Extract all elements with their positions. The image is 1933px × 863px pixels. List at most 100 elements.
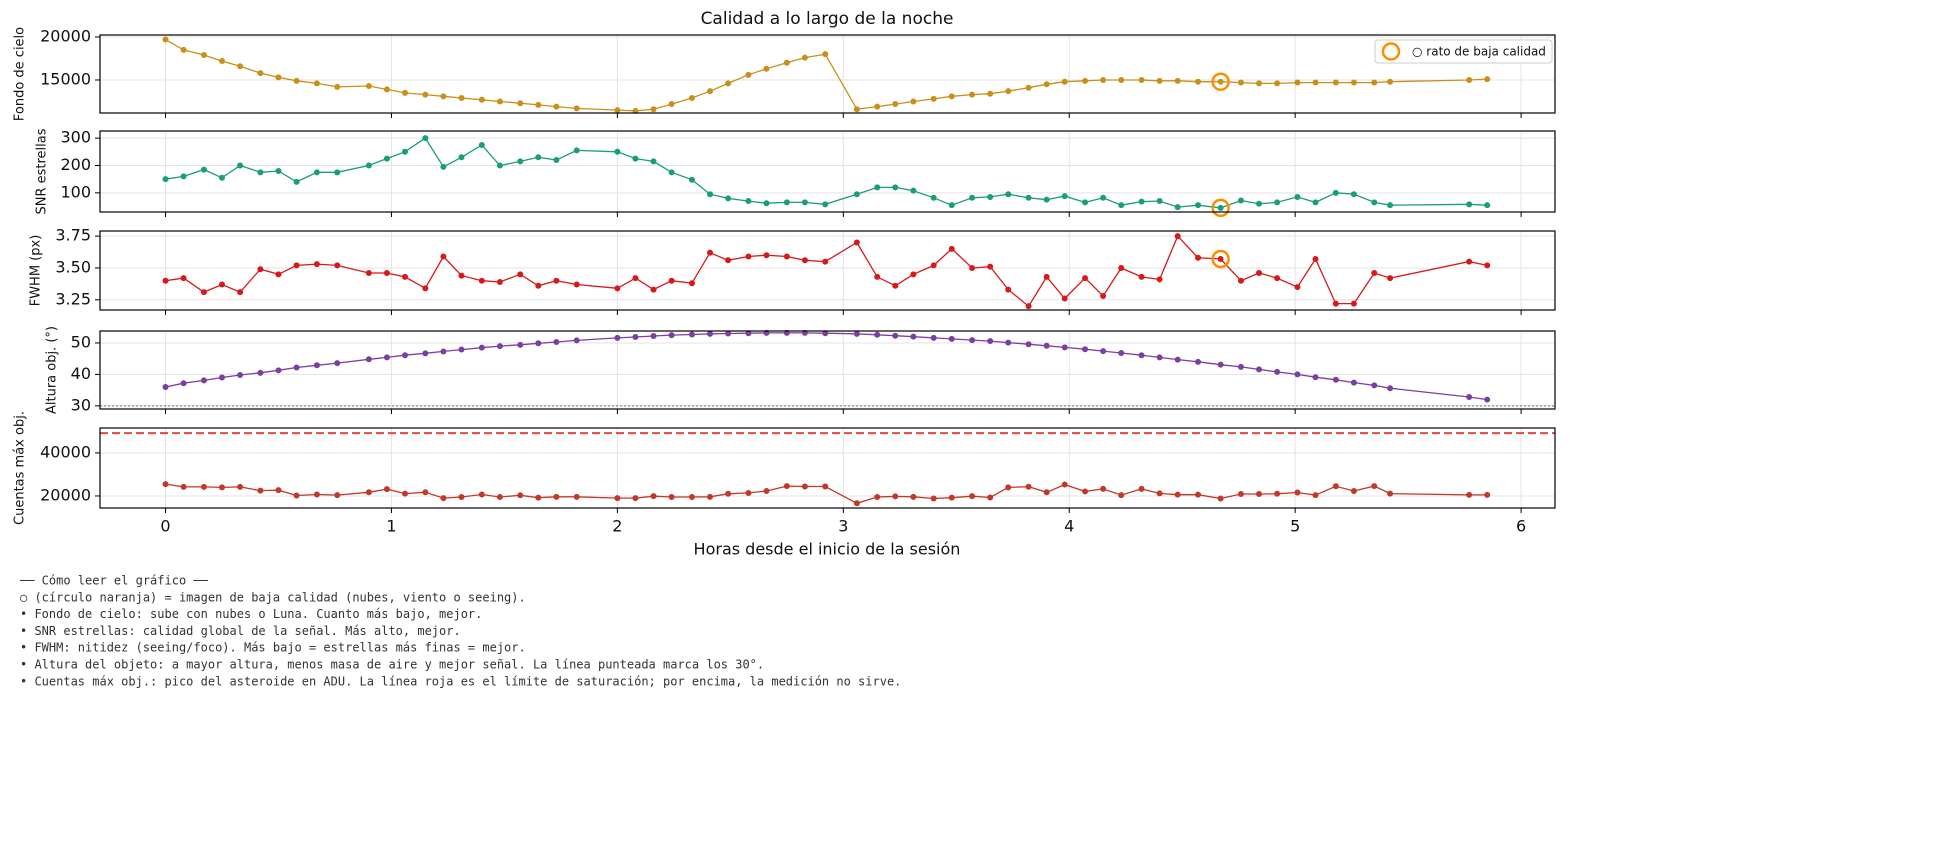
point: [1025, 483, 1032, 490]
point: [162, 176, 169, 183]
point: [668, 332, 675, 339]
point: [402, 148, 409, 155]
point: [930, 334, 937, 341]
point: [458, 272, 465, 279]
point: [1025, 194, 1032, 201]
y-axis-label: Cuentas máx obj.: [13, 411, 28, 525]
point: [458, 346, 465, 353]
point: [745, 198, 752, 205]
point: [200, 377, 207, 384]
point: [293, 178, 300, 185]
point: [275, 167, 282, 174]
point: [458, 154, 465, 161]
point: [313, 491, 320, 498]
point: [1217, 204, 1224, 211]
axes-frame: [99, 130, 1556, 213]
point: [383, 270, 390, 277]
x-tick-label: 4: [1064, 517, 1074, 536]
y-tick-label: 40000: [40, 442, 91, 461]
point: [987, 90, 994, 97]
point: [969, 91, 976, 98]
x-tick-label: 0: [160, 517, 170, 536]
point: [1118, 264, 1125, 271]
point: [614, 148, 621, 155]
point: [1387, 490, 1394, 497]
point: [1025, 84, 1032, 91]
point: [783, 199, 790, 206]
point: [200, 289, 207, 296]
point: [1156, 276, 1163, 283]
note-line: • Cuentas máx obj.: pico del asteroide e…: [20, 674, 901, 688]
point: [725, 195, 732, 202]
point: [763, 252, 770, 259]
point: [440, 348, 447, 355]
point: [1312, 79, 1319, 86]
point: [517, 341, 524, 348]
point: [1005, 88, 1012, 95]
point: [162, 277, 169, 284]
point: [783, 483, 790, 490]
point: [496, 343, 503, 350]
series-line: [165, 137, 1488, 209]
point: [1100, 194, 1107, 201]
point: [1312, 256, 1319, 263]
point: [293, 77, 300, 84]
point: [313, 169, 320, 176]
note-line: • FWHM: nitidez (seeing/foco). Más bajo …: [20, 641, 526, 655]
point: [383, 155, 390, 162]
point: [275, 487, 282, 494]
point: [237, 372, 244, 379]
point: [219, 58, 226, 65]
point: [1195, 254, 1202, 261]
point: [892, 282, 899, 289]
point: [930, 495, 937, 502]
point: [853, 330, 860, 337]
point: [496, 98, 503, 105]
point: [257, 70, 264, 77]
point: [1217, 495, 1224, 502]
axes-frame: [99, 34, 1556, 114]
point: [1025, 341, 1032, 348]
point: [365, 82, 372, 89]
point: [1156, 354, 1163, 361]
point: [334, 169, 341, 176]
point: [822, 51, 829, 58]
point: [1118, 76, 1125, 83]
point: [553, 277, 560, 284]
point: [1100, 76, 1107, 83]
point: [162, 481, 169, 488]
point: [707, 330, 714, 337]
flagged-marker: [1211, 198, 1230, 218]
point: [1061, 481, 1068, 488]
point: [822, 483, 829, 490]
point: [422, 285, 429, 292]
point: [1237, 363, 1244, 370]
x-tick-label: 5: [1290, 517, 1300, 536]
point: [801, 54, 808, 61]
point: [783, 253, 790, 260]
point: [1217, 256, 1224, 263]
note-line: • Altura del objeto: a mayor altura, men…: [20, 658, 764, 672]
point: [1332, 300, 1339, 307]
point: [1195, 358, 1202, 365]
point: [440, 93, 447, 100]
point: [1195, 202, 1202, 209]
point: [334, 360, 341, 367]
point: [1466, 491, 1473, 498]
point: [1466, 201, 1473, 208]
point: [219, 484, 226, 491]
point: [200, 166, 207, 173]
point: [1371, 382, 1378, 389]
point: [383, 354, 390, 361]
point: [707, 88, 714, 95]
point: [1217, 78, 1224, 85]
point: [1217, 361, 1224, 368]
series-line: [165, 39, 1488, 112]
point: [478, 141, 485, 148]
point: [614, 285, 621, 292]
point: [219, 374, 226, 381]
point: [573, 105, 580, 112]
point: [1100, 348, 1107, 355]
y-tick-label: 100: [60, 182, 91, 201]
